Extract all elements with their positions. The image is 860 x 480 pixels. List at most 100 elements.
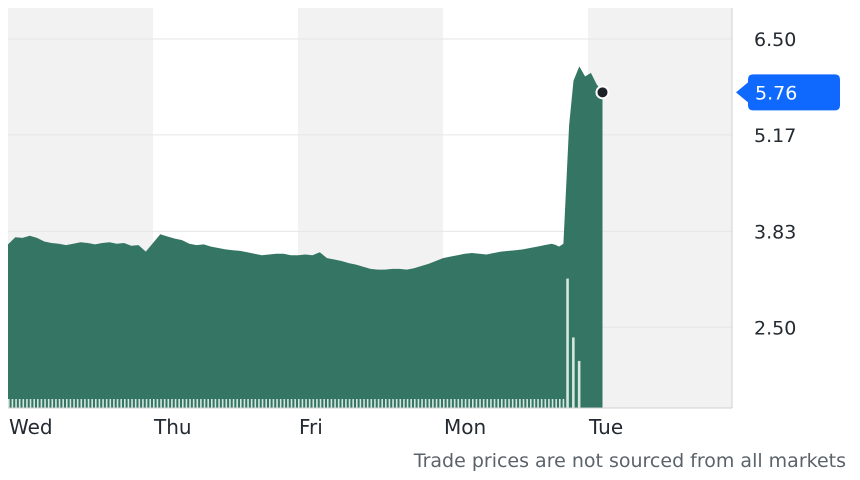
volume-bar <box>18 399 21 408</box>
volume-bar <box>254 399 257 408</box>
volume-bar <box>439 399 441 408</box>
volume-bar <box>269 399 271 408</box>
volume-bar <box>356 399 358 408</box>
volume-bar <box>551 399 554 408</box>
volume-bar <box>577 360 581 408</box>
volume-bar <box>424 399 427 408</box>
volume-bar <box>102 399 104 408</box>
volume-bar <box>73 399 75 408</box>
volume-bar <box>363 399 365 408</box>
volume-bar <box>316 399 318 408</box>
volume-bar <box>493 399 496 408</box>
current-price-marker <box>595 85 610 100</box>
x-tick-label: Thu <box>153 415 192 439</box>
volume-bar <box>37 399 39 408</box>
volume-bar <box>247 399 249 408</box>
volume-bar <box>29 399 32 408</box>
volume-bar <box>84 399 86 408</box>
volume-bar <box>457 399 460 408</box>
volume-bar <box>26 399 28 408</box>
volume-bar <box>182 399 184 408</box>
volume-bar <box>171 399 173 408</box>
volume-bar <box>403 399 405 408</box>
volume-bar <box>240 399 242 408</box>
volume-bar <box>58 399 61 408</box>
volume-bar <box>366 399 369 408</box>
volume-bar <box>258 399 260 408</box>
volume-bar <box>149 399 151 408</box>
volume-bar <box>421 399 423 408</box>
x-tick-label: Wed <box>9 415 53 439</box>
current-price-badge-shape <box>736 74 840 111</box>
day-band <box>588 8 732 408</box>
volume-bar <box>417 399 420 408</box>
volume-bar <box>120 399 122 408</box>
volume-bar <box>145 399 148 408</box>
volume-bar <box>207 399 209 408</box>
price-area <box>8 66 603 409</box>
y-tick-label: 6.50 <box>754 29 796 51</box>
volume-bar <box>385 399 387 408</box>
volume-bar <box>341 399 344 408</box>
volume-bar <box>312 399 315 408</box>
volume-bar <box>98 399 101 408</box>
current-price-label: 5.76 <box>755 82 797 104</box>
volume-bar <box>323 399 325 408</box>
volume-bar <box>131 399 133 408</box>
volume-bar <box>327 399 329 408</box>
volume-bar <box>515 399 518 408</box>
volume-bar <box>504 399 507 408</box>
volume-bar <box>236 399 238 408</box>
volume-bar <box>572 337 575 408</box>
volume-bar <box>127 399 130 408</box>
volume-bar <box>156 399 159 408</box>
volume-bar <box>537 399 539 408</box>
volume-bar <box>15 399 17 408</box>
volume-bar <box>443 399 445 408</box>
volume-bar <box>461 399 463 408</box>
volume-bar <box>410 399 412 408</box>
volume-bar <box>225 399 228 408</box>
volume-bar <box>62 399 64 408</box>
volume-bar <box>450 399 452 408</box>
volume-bar <box>511 399 514 408</box>
volume-bar <box>305 399 307 408</box>
volume-bar <box>555 399 557 408</box>
volume-bar <box>501 399 503 408</box>
volume-bar <box>229 399 231 408</box>
volume-bar <box>399 399 402 408</box>
volume-bar <box>374 399 376 408</box>
volume-bar <box>153 399 155 408</box>
volume-bar <box>479 399 481 408</box>
volume-bar <box>348 399 351 408</box>
current-price-badge: 5.76 <box>736 74 840 111</box>
volume-bar <box>330 399 333 408</box>
volume-bar <box>352 399 354 408</box>
volume-bar <box>464 399 467 408</box>
volume-bar <box>174 399 177 408</box>
volume-bar <box>250 399 253 408</box>
volume-bar <box>47 399 50 408</box>
y-tick-label: 2.50 <box>754 317 796 339</box>
volume-bar <box>453 399 456 408</box>
volume-bar <box>294 399 296 408</box>
volume-bar <box>287 399 289 408</box>
volume-bar <box>533 399 536 408</box>
volume-bar <box>116 399 119 408</box>
volume-bar <box>472 399 474 408</box>
volume-bar <box>446 399 449 408</box>
volume-bar <box>189 399 191 408</box>
x-tick-label: Fri <box>299 415 323 439</box>
volume-bar <box>95 399 97 408</box>
volume-bar <box>428 399 431 408</box>
volume-bar <box>406 399 409 408</box>
volume-bar <box>272 399 275 408</box>
volume-bar <box>334 399 336 408</box>
volume-bar <box>113 399 115 408</box>
volume-bar <box>203 399 206 408</box>
volume-bar <box>359 399 362 408</box>
volume-bar <box>40 399 43 408</box>
volume-bar <box>308 399 311 408</box>
volume-bar <box>319 399 322 408</box>
volume-bar <box>91 399 93 408</box>
